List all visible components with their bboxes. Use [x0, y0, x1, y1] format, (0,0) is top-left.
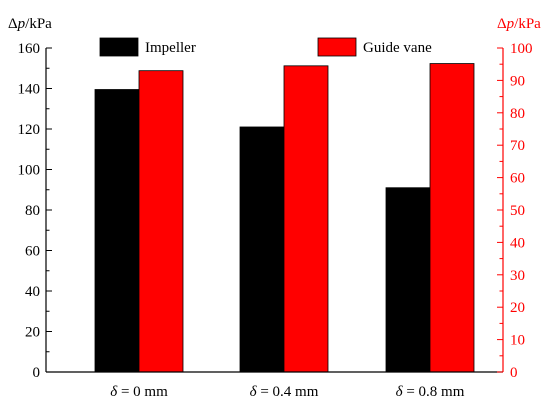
bar-guide-vane-1	[283, 65, 329, 373]
legend-label-impeller: Impeller	[145, 40, 196, 56]
bar-guide-vane-2	[429, 63, 475, 373]
axes-layer	[45, 47, 504, 373]
left-tick-label: 140	[18, 82, 41, 98]
left-tick-label: 60	[25, 244, 40, 260]
bar-impeller-1	[239, 126, 285, 373]
left-tick-label: 40	[25, 284, 40, 300]
left-tick-label: 0	[33, 365, 41, 381]
bar-impeller-2	[385, 187, 431, 373]
left-tick-label: 80	[25, 203, 40, 219]
category-label: δ = 0 mm	[110, 384, 168, 400]
right-tick-label: 40	[510, 235, 525, 251]
labels-layer: 0 20 40 60 80 100 120 140 160 0 10 20 30 40 50 60 70 80 90…	[8, 16, 541, 400]
bars-layer	[94, 63, 475, 373]
category-label: δ = 0.8 mm	[396, 384, 465, 400]
right-axis-title: Δp/kPa	[497, 16, 541, 32]
right-tick-label: 90	[510, 73, 525, 89]
right-tick-label: 20	[510, 300, 525, 316]
bar-impeller-0	[94, 89, 140, 373]
category-label: δ = 0.4 mm	[250, 384, 319, 400]
left-tick-label: 100	[18, 163, 41, 179]
right-tick-label: 100	[510, 41, 533, 57]
right-tick-label: 50	[510, 203, 525, 219]
right-tick-label: 60	[510, 171, 525, 187]
left-tick-label: 20	[25, 325, 40, 341]
left-axis-title: Δp/kPa	[8, 16, 52, 32]
legend-swatch-guide-vane	[317, 37, 357, 57]
left-tick-label: 160	[18, 41, 41, 57]
right-tick-label: 70	[510, 138, 525, 154]
bar-guide-vane-0	[138, 70, 184, 373]
legend-label-guide-vane: Guide vane	[363, 40, 432, 56]
right-tick-label: 0	[510, 365, 518, 381]
right-tick-label: 80	[510, 106, 525, 122]
legend: Impeller Guide vane	[99, 37, 432, 57]
legend-swatch-impeller	[99, 37, 139, 57]
left-tick-label: 120	[18, 122, 41, 138]
right-tick-label: 30	[510, 268, 525, 284]
right-tick-label: 10	[510, 333, 525, 349]
